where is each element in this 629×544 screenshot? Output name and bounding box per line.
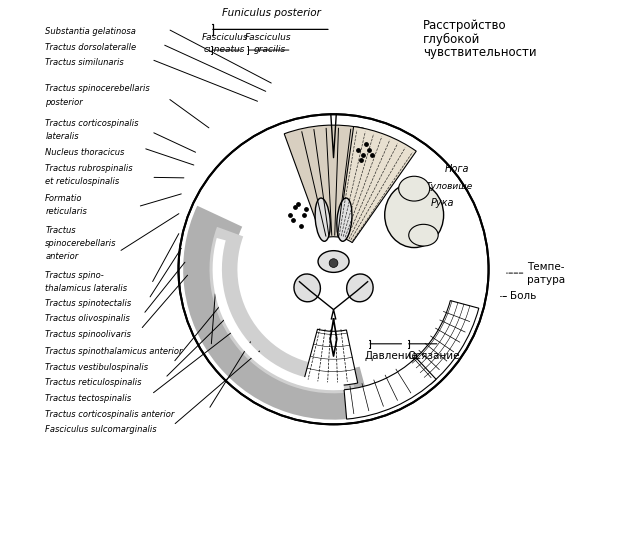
Text: Tractus spinothalamicus anterior: Tractus spinothalamicus anterior: [45, 347, 182, 356]
Text: posterior: posterior: [45, 98, 83, 107]
Text: Tractus spinotectalis: Tractus spinotectalis: [45, 299, 131, 308]
Text: глубокой: глубокой: [423, 33, 481, 46]
Wedge shape: [284, 125, 364, 239]
Text: gracilis: gracilis: [253, 45, 286, 54]
Ellipse shape: [347, 274, 373, 302]
Text: Fasciculus sulcomarginalis: Fasciculus sulcomarginalis: [45, 425, 157, 435]
Text: Fasciculus: Fasciculus: [201, 33, 248, 42]
Text: Tractus similunaris: Tractus similunaris: [45, 58, 124, 67]
Ellipse shape: [294, 274, 320, 302]
Text: Tractus corticospinalis anterior: Tractus corticospinalis anterior: [45, 410, 175, 419]
Text: Tractus spinoolivaris: Tractus spinoolivaris: [45, 330, 131, 339]
Text: Туловище: Туловище: [426, 182, 473, 190]
Text: cuneatus: cuneatus: [204, 45, 245, 54]
Text: чувствительности: чувствительности: [423, 46, 537, 59]
Point: [296, 221, 306, 230]
Ellipse shape: [399, 176, 430, 201]
Wedge shape: [213, 238, 344, 390]
Point: [301, 205, 311, 214]
Text: Tractus corticospinalis: Tractus corticospinalis: [45, 119, 139, 128]
Text: Нога: Нога: [445, 164, 469, 174]
Point: [356, 156, 366, 165]
Text: ратура: ратура: [526, 275, 565, 285]
Text: Tractus spino-: Tractus spino-: [45, 271, 104, 280]
Text: Tractus olivospinalis: Tractus olivospinalis: [45, 314, 130, 324]
Point: [359, 151, 369, 159]
Point: [291, 202, 301, 211]
Point: [353, 145, 363, 154]
Wedge shape: [183, 206, 372, 419]
Text: anterior: anterior: [45, 252, 79, 261]
Text: Substantia gelatinosa: Substantia gelatinosa: [45, 27, 136, 36]
Text: Расстройство: Расстройство: [423, 19, 507, 32]
Point: [293, 200, 303, 208]
Text: spinocerebellaris: spinocerebellaris: [45, 239, 117, 248]
Point: [285, 211, 295, 219]
Point: [361, 140, 371, 149]
Circle shape: [329, 259, 338, 268]
Text: Давление: Давление: [365, 351, 418, 361]
Text: Tractus spinocerebellaris: Tractus spinocerebellaris: [45, 84, 150, 94]
Text: Tractus: Tractus: [45, 226, 76, 235]
Text: Темпе-: Темпе-: [526, 262, 564, 271]
Point: [367, 151, 377, 159]
Text: Tractus dorsolateralle: Tractus dorsolateralle: [45, 43, 136, 52]
Point: [287, 216, 298, 225]
Text: Fasciculus: Fasciculus: [245, 33, 292, 42]
Text: Боль: Боль: [510, 292, 537, 301]
Circle shape: [179, 114, 489, 424]
Wedge shape: [338, 127, 416, 243]
Ellipse shape: [337, 198, 352, 242]
Text: Tractus reticulospinalis: Tractus reticulospinalis: [45, 378, 142, 387]
Ellipse shape: [409, 224, 438, 246]
Ellipse shape: [315, 198, 330, 242]
Wedge shape: [303, 329, 358, 386]
Text: lateralis: lateralis: [45, 132, 79, 141]
Text: et reticulospinalis: et reticulospinalis: [45, 177, 120, 187]
Text: reticularis: reticularis: [45, 207, 87, 216]
Point: [299, 211, 309, 219]
Text: Осязание: Осязание: [407, 351, 459, 361]
Text: Nucleus thoracicus: Nucleus thoracicus: [45, 148, 125, 157]
Wedge shape: [411, 301, 479, 385]
Text: Formatio: Formatio: [45, 194, 83, 203]
Text: Funiculus posterior: Funiculus posterior: [221, 8, 320, 18]
Ellipse shape: [318, 251, 349, 273]
Wedge shape: [344, 358, 436, 419]
Wedge shape: [209, 227, 355, 393]
Text: Tractus tectospinalis: Tractus tectospinalis: [45, 394, 131, 404]
Point: [364, 145, 374, 154]
Text: thalamicus lateralis: thalamicus lateralis: [45, 284, 127, 293]
Text: Рука: Рука: [431, 199, 454, 208]
Ellipse shape: [385, 182, 443, 248]
Text: Tractus rubrospinalis: Tractus rubrospinalis: [45, 164, 133, 174]
Text: Tractus vestibulospinalis: Tractus vestibulospinalis: [45, 363, 148, 372]
